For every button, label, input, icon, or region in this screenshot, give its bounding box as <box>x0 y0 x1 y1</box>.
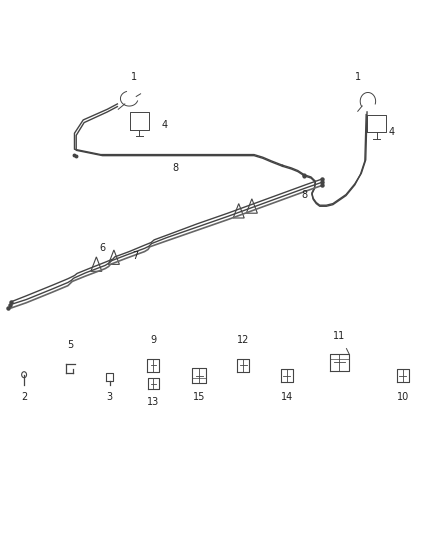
Text: 13: 13 <box>147 398 159 407</box>
Text: 4: 4 <box>389 127 395 137</box>
Text: 11: 11 <box>333 330 346 341</box>
Text: 7: 7 <box>133 251 139 261</box>
Text: 10: 10 <box>397 392 409 402</box>
Text: 1: 1 <box>355 72 361 82</box>
Text: 9: 9 <box>150 335 156 345</box>
Text: 6: 6 <box>100 243 106 253</box>
Text: 8: 8 <box>301 190 307 199</box>
Text: 3: 3 <box>106 392 113 402</box>
Text: 8: 8 <box>172 163 178 173</box>
Text: 15: 15 <box>193 392 205 402</box>
Text: 12: 12 <box>237 335 249 345</box>
Text: 2: 2 <box>21 392 27 402</box>
Text: 14: 14 <box>281 392 293 402</box>
Text: 1: 1 <box>131 72 137 82</box>
Text: 5: 5 <box>67 340 74 350</box>
Text: 4: 4 <box>161 120 167 130</box>
